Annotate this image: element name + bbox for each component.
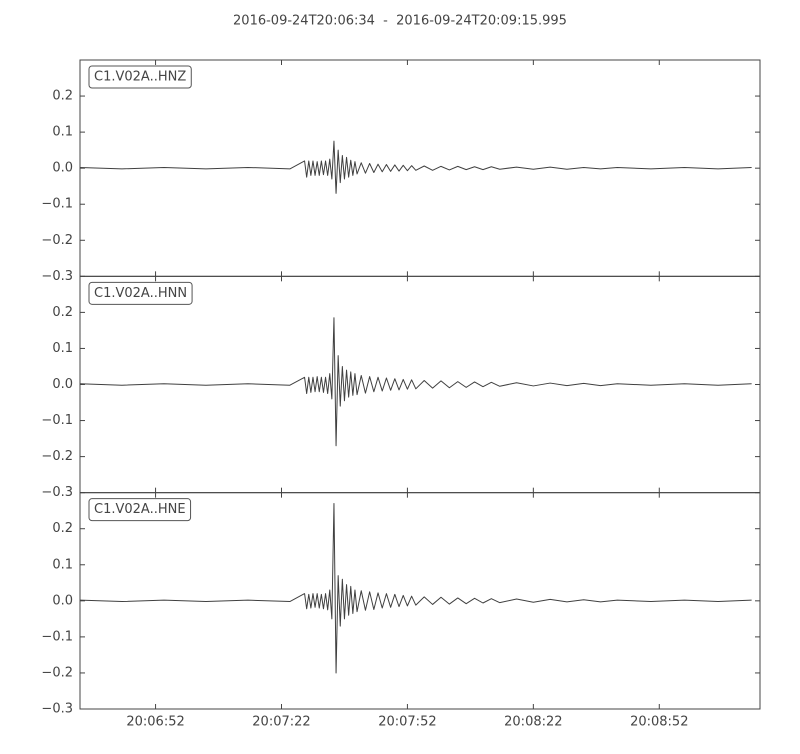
y-tick-label: −0.2 bbox=[41, 665, 73, 680]
y-tick-label: −0.1 bbox=[41, 197, 73, 212]
y-tick-label: −0.3 bbox=[41, 702, 73, 717]
x-tick-label: 20:06:52 bbox=[126, 715, 184, 730]
y-tick-label: −0.3 bbox=[41, 485, 73, 500]
trace-label: C1.V02A..HNE bbox=[94, 502, 186, 517]
y-tick-label: 0.2 bbox=[52, 305, 73, 320]
y-tick-label: 0.1 bbox=[52, 341, 73, 356]
waveform bbox=[79, 140, 752, 194]
y-tick-label: −0.3 bbox=[41, 269, 73, 284]
x-tick-label: 20:08:52 bbox=[630, 715, 688, 730]
y-tick-label: 0.2 bbox=[52, 521, 73, 536]
y-tick-label: 0.0 bbox=[52, 161, 73, 176]
x-tick-label: 20:08:22 bbox=[504, 715, 562, 730]
x-tick-label: 20:07:22 bbox=[252, 715, 310, 730]
y-tick-label: 0.1 bbox=[52, 125, 73, 140]
trace-label: C1.V02A..HNZ bbox=[94, 70, 186, 85]
waveform bbox=[79, 502, 752, 674]
y-tick-label: −0.2 bbox=[41, 233, 73, 248]
x-tick-label: 20:07:52 bbox=[378, 715, 436, 730]
y-tick-label: −0.1 bbox=[41, 629, 73, 644]
trace-label-box bbox=[88, 65, 192, 89]
trace-label-box bbox=[88, 498, 192, 522]
y-tick-label: −0.2 bbox=[41, 449, 73, 464]
y-tick-label: 0.1 bbox=[52, 557, 73, 572]
y-tick-label: 0.2 bbox=[52, 89, 73, 104]
plot-frame bbox=[79, 492, 761, 710]
y-tick-label: −0.1 bbox=[41, 413, 73, 428]
y-tick-label: 0.0 bbox=[52, 377, 73, 392]
waveform bbox=[79, 317, 752, 447]
chart-title: 2016-09-24T20:06:34 - 2016-09-24T20:09:1… bbox=[233, 14, 567, 29]
y-tick-label: 0.0 bbox=[52, 593, 73, 608]
trace-label-box bbox=[88, 281, 193, 305]
trace-label: C1.V02A..HNN bbox=[94, 286, 187, 301]
